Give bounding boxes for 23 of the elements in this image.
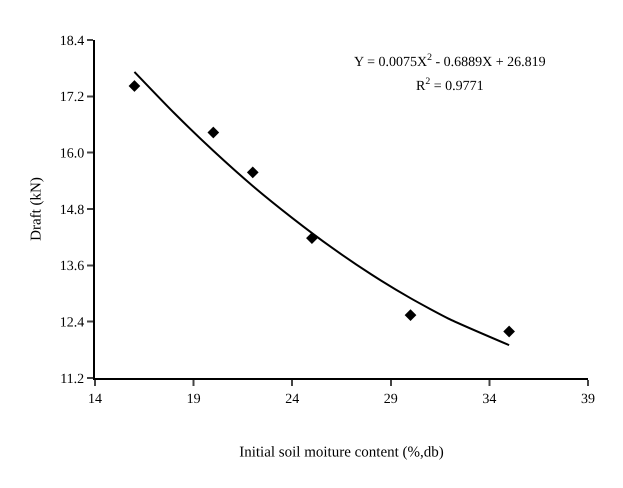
y-tick-label: 14.8: [60, 202, 84, 218]
point: [207, 126, 220, 138]
x-tick-label: 39: [581, 392, 595, 407]
x-tick-label: 24: [285, 392, 300, 407]
y-tick-label: 12.4: [60, 316, 84, 331]
y-tick-label: 11.2: [60, 372, 84, 387]
x-tick-label: 29: [384, 392, 398, 407]
y-tick-label: 13.6: [60, 259, 84, 274]
x-axis-title: Initial soil moiture content (%,db): [239, 444, 444, 460]
annotation: Y = 0.0075X$^{2}$ - 0.6889X + 26.819: [354, 52, 546, 70]
x-tick-label: 14: [88, 392, 102, 407]
y-tick-label: 16.0: [60, 146, 84, 162]
point: [404, 309, 416, 321]
y-axis-title: Draft (kN): [28, 177, 44, 241]
line-series: [133, 70, 510, 346]
x-tick-label: 34: [482, 392, 496, 407]
point: [246, 166, 259, 178]
y-tick-label: 17.2: [60, 90, 84, 106]
x-tick-label: 19: [186, 392, 201, 407]
point: [503, 326, 515, 338]
y-tick-label: 18.4: [60, 34, 84, 49]
point: [128, 80, 140, 92]
annotation: R$^{2}$ = 0.9771: [416, 76, 484, 94]
